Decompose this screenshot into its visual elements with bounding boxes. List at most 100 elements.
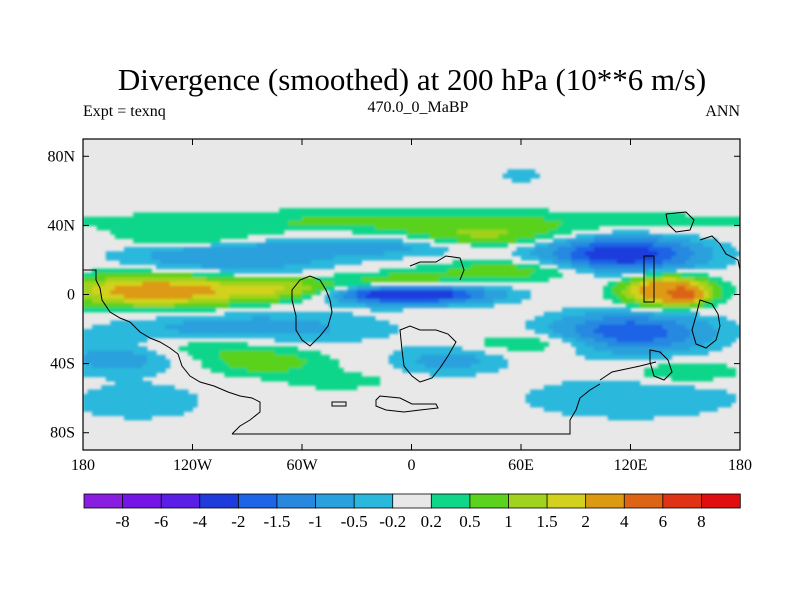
field-cell xyxy=(416,346,422,352)
field-cell xyxy=(146,385,153,391)
field-cell xyxy=(274,281,280,287)
field-cell xyxy=(397,285,403,291)
field-cell xyxy=(502,337,508,343)
field-cell xyxy=(133,359,139,365)
field-cell xyxy=(667,234,673,239)
field-cell xyxy=(521,169,527,175)
field-cell xyxy=(233,294,239,300)
field-cell xyxy=(137,329,143,334)
field-cell xyxy=(156,294,162,300)
field-cell xyxy=(178,298,184,304)
field-cell xyxy=(347,251,353,257)
field-cell xyxy=(105,393,111,399)
field-cell xyxy=(151,216,157,222)
field-cell xyxy=(630,350,636,356)
field-cell xyxy=(233,277,239,283)
field-cell xyxy=(92,359,98,365)
field-cell xyxy=(667,346,673,352)
field-cell xyxy=(644,268,650,274)
field-cell xyxy=(420,298,426,304)
field-cell xyxy=(137,324,143,330)
field-cell xyxy=(698,255,705,261)
field-cell xyxy=(219,324,226,330)
field-cell xyxy=(703,372,709,378)
field-cell xyxy=(260,294,267,300)
field-cell xyxy=(119,229,125,235)
field-cell xyxy=(247,255,253,261)
field-cell xyxy=(639,242,645,248)
field-cell xyxy=(137,406,143,412)
field-cell xyxy=(229,363,235,369)
field-cell xyxy=(160,324,166,330)
field-cell xyxy=(534,216,540,222)
field-cell xyxy=(502,242,508,248)
field-cell xyxy=(347,225,353,231)
field-cell xyxy=(347,255,353,261)
field-cell xyxy=(671,281,677,287)
field-cell xyxy=(402,354,408,360)
field-cell xyxy=(256,264,262,270)
field-cell xyxy=(288,324,294,330)
field-cell xyxy=(530,173,536,179)
field-cell xyxy=(206,307,212,313)
field-cell xyxy=(712,259,718,265)
field-cell xyxy=(730,290,737,296)
field-cell xyxy=(105,298,111,304)
field-cell xyxy=(594,259,600,265)
field-cell xyxy=(279,212,285,218)
field-cell xyxy=(443,268,449,274)
field-cell xyxy=(703,281,709,287)
field-cell xyxy=(270,212,276,218)
field-cell xyxy=(653,221,659,226)
field-cell xyxy=(712,372,718,378)
field-cell xyxy=(502,212,508,218)
field-cell xyxy=(475,367,481,373)
field-cell xyxy=(621,415,627,421)
field-cell xyxy=(539,324,545,330)
field-cell xyxy=(302,350,308,356)
field-cell xyxy=(333,246,340,252)
field-cell xyxy=(379,246,385,252)
field-cell xyxy=(621,333,627,339)
field-cell xyxy=(247,281,253,287)
field-cell xyxy=(694,290,700,296)
colorbar-swatch xyxy=(199,493,240,509)
field-cell xyxy=(484,342,490,347)
field-cell xyxy=(302,212,308,218)
field-cell xyxy=(338,337,344,343)
field-cell xyxy=(224,212,230,218)
field-cell xyxy=(607,221,613,226)
field-cell xyxy=(406,354,413,360)
field-cell xyxy=(662,264,668,270)
field-cell xyxy=(333,367,340,373)
field-cell xyxy=(343,255,349,261)
field-cell xyxy=(548,329,554,334)
field-cell xyxy=(114,350,121,356)
field-cell xyxy=(187,333,194,339)
field-cell xyxy=(251,246,257,252)
field-cell xyxy=(156,333,162,339)
field-cell xyxy=(470,290,476,296)
field-cell xyxy=(457,272,463,278)
field-cell xyxy=(283,208,289,214)
field-cell xyxy=(539,320,545,326)
field-cell xyxy=(397,272,403,278)
field-cell xyxy=(279,225,285,231)
field-cell xyxy=(229,225,235,231)
field-cell xyxy=(333,221,340,226)
field-cell xyxy=(169,385,175,391)
field-cell xyxy=(311,285,317,291)
field-cell xyxy=(539,389,545,395)
field-cell xyxy=(124,367,130,373)
field-cell xyxy=(260,225,267,231)
field-cell xyxy=(594,268,600,274)
field-cell xyxy=(648,264,654,270)
field-cell xyxy=(128,272,134,278)
field-cell xyxy=(128,359,134,365)
field-cell xyxy=(137,238,143,244)
field-cell xyxy=(703,285,709,291)
field-cell xyxy=(598,329,604,334)
field-cell xyxy=(320,367,326,373)
field-cell xyxy=(470,285,476,291)
field-cell xyxy=(534,268,540,274)
